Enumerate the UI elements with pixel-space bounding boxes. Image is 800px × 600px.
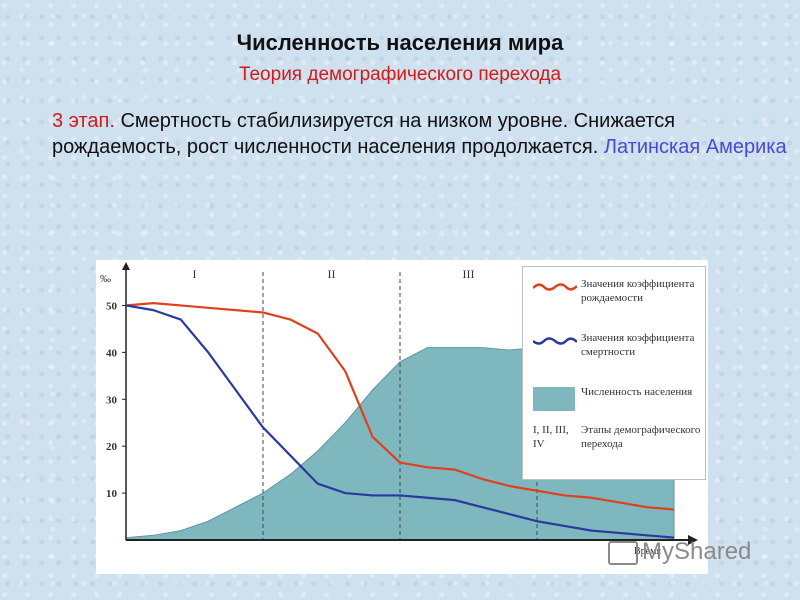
x-axis-arrow xyxy=(688,535,698,545)
watermark: MyShared xyxy=(608,538,768,572)
y-tick-label-30: 30 xyxy=(106,394,118,406)
stage-region: Латинская Америка xyxy=(603,136,787,158)
legend-birth-swatch xyxy=(532,281,578,296)
x-axis-label: Время xyxy=(634,546,661,557)
legend-stages-symbol: I, II, III, IV xyxy=(533,424,569,450)
y-tick-label-10: 10 xyxy=(106,488,118,500)
stage-label-1: I xyxy=(193,267,197,281)
legend-population-label: Численность населения xyxy=(581,386,693,398)
legend-stages-label: Этапы демографического перехода xyxy=(581,424,701,450)
legend-death-label: Значения коэффициента смертности xyxy=(581,332,695,358)
y-tick-label-20: 20 xyxy=(106,441,118,453)
birth-rate-line xyxy=(125,302,675,511)
legend-death-swatch xyxy=(532,335,578,350)
stage-label-2: II xyxy=(328,267,336,281)
slide-subtitle: Теория демографического перехода xyxy=(238,64,562,85)
stage-label-3: III xyxy=(463,267,475,281)
legend-population-swatch xyxy=(533,387,575,411)
watermark-text: MyShared xyxy=(642,538,752,565)
stage-description: Смертность стабилизируется на низком уро… xyxy=(52,110,676,158)
death-rate-line xyxy=(125,304,675,539)
stage-text: 3 этап. Смертность стабилизируется на ни… xyxy=(52,108,792,160)
legend-birth-label: Значения коэффициента рождаемости xyxy=(581,278,695,304)
slide-title: Численность населения мира xyxy=(236,30,564,55)
y-tick-label-40: 40 xyxy=(106,347,118,359)
y-tick-label-50: 50 xyxy=(106,300,118,312)
legend: Значения коэффициента рождаемости Значен… xyxy=(522,266,706,480)
watermark-logo-icon xyxy=(608,540,638,565)
y-unit-label: ‰ xyxy=(100,273,111,285)
y-axis-arrow xyxy=(122,262,130,270)
stage-number: 3 этап. xyxy=(52,110,115,132)
